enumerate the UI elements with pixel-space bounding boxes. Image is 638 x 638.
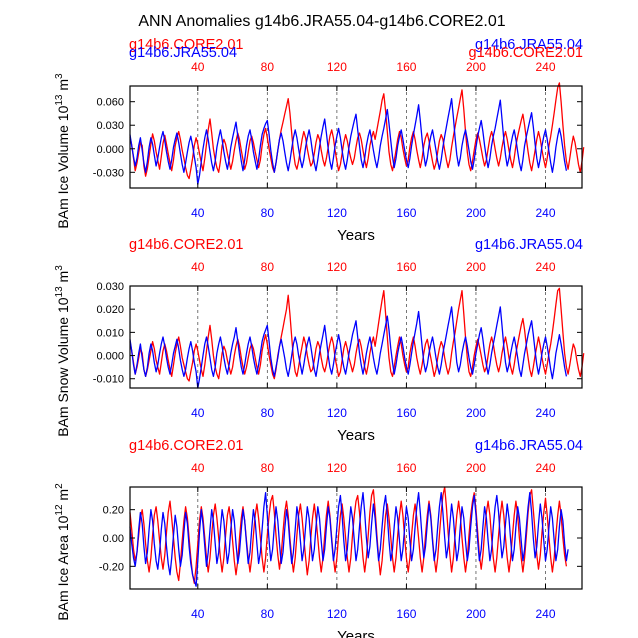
- y-tick-label: -0.010: [93, 374, 124, 386]
- x-tick-label-top: 80: [261, 461, 275, 475]
- x-tick-label-top: 240: [535, 461, 555, 475]
- y-axis-title-main: BAm Ice Volume 10: [55, 105, 71, 228]
- y-axis-title-exponent: 12: [54, 504, 65, 516]
- legend-label-jra55-left: g14b6.JRA55.04: [129, 45, 237, 61]
- series-line-jra55: [129, 492, 569, 587]
- x-tick-label-bottom: 120: [327, 406, 347, 420]
- y-axis-title: BAm Ice Area 1012 m2: [54, 483, 71, 621]
- x-axis-title: Years: [337, 227, 375, 244]
- x-axis-title: Years: [337, 628, 375, 638]
- y-axis-title-unit: m: [55, 489, 71, 505]
- y-tick-label: 0.000: [96, 144, 124, 156]
- x-tick-label-top: 40: [191, 260, 205, 274]
- page-title: ANN Anomalies g14b6.JRA55.04-g14b6.CORE2…: [138, 13, 505, 30]
- x-tick-label-top: 80: [261, 260, 275, 274]
- legend-label-core2-left: g14b6.CORE2.01: [129, 37, 243, 53]
- legend-label-core2-left: g14b6.CORE2.01: [129, 237, 243, 253]
- y-tick-label: -0.030: [93, 167, 124, 179]
- legend-label-jra55-right: g14b6.JRA55.04: [475, 438, 583, 454]
- x-tick-label-top: 160: [396, 260, 416, 274]
- x-tick-label-top: 80: [261, 60, 275, 74]
- plot-frame: [129, 285, 583, 389]
- y-axis-title-exponent: 13: [54, 94, 65, 106]
- x-tick-label-top: 120: [327, 60, 347, 74]
- y-axis-title-main: BAm Snow Volume 10: [55, 297, 71, 437]
- x-tick-label-bottom: 240: [535, 206, 555, 220]
- series-line-jra55: [129, 306, 568, 389]
- y-axis-title-unit-exponent: 2: [54, 483, 65, 489]
- y-axis-title: BAm Snow Volume 1013 m3: [54, 265, 71, 437]
- x-tick-label-bottom: 80: [261, 206, 275, 220]
- y-axis-title-unit: m: [55, 79, 71, 95]
- y-axis-title-main: BAm Ice Area 10: [55, 515, 71, 620]
- x-tick-label-top: 160: [396, 60, 416, 74]
- y-axis-title: BAm Ice Volume 1013 m3: [54, 73, 71, 229]
- x-tick-label-bottom: 80: [261, 607, 275, 621]
- y-tick-label: 0.030: [96, 281, 124, 293]
- x-tick-label-top: 160: [396, 461, 416, 475]
- y-axis-title-unit-exponent: 3: [54, 265, 65, 271]
- series-line-core2: [129, 287, 585, 382]
- x-tick-label-bottom: 160: [396, 607, 416, 621]
- y-tick-label: 0.020: [96, 304, 124, 316]
- legend-label-core2-right: g14b6.CORE2.01: [469, 45, 583, 61]
- y-tick-label: 0.000: [96, 351, 124, 363]
- legend-label-jra55-right: g14b6.JRA55.04: [475, 37, 583, 53]
- chart-panel-2: -0.010 0.000 0.010 0.020 0.030 40 40 80 80 120 120…: [54, 237, 585, 444]
- y-tick-label: -0.20: [99, 561, 124, 573]
- legend-label-jra55-right: g14b6.JRA55.04: [475, 237, 583, 253]
- y-tick-label: 0.030: [96, 120, 124, 132]
- x-tick-label-bottom: 160: [396, 406, 416, 420]
- x-tick-label-bottom: 240: [535, 406, 555, 420]
- y-tick-label: 0.00: [103, 533, 124, 545]
- y-axis-title-unit: m: [55, 271, 71, 287]
- plot-frame: [129, 85, 583, 189]
- x-tick-label-top: 40: [191, 60, 205, 74]
- y-axis-title-exponent: 13: [54, 286, 65, 298]
- x-tick-label-bottom: 200: [466, 406, 486, 420]
- series-line-core2: [129, 82, 585, 180]
- y-tick-label: 0.010: [96, 327, 124, 339]
- x-tick-label-top: 120: [327, 260, 347, 274]
- x-tick-label-bottom: 160: [396, 206, 416, 220]
- x-tick-label-top: 200: [466, 60, 486, 74]
- legend-label-core2-left: g14b6.CORE2.01: [129, 438, 243, 454]
- x-tick-label-bottom: 200: [466, 607, 486, 621]
- series-line-jra55: [129, 97, 568, 185]
- x-tick-label-bottom: 40: [191, 206, 205, 220]
- x-tick-label-top: 240: [535, 260, 555, 274]
- x-tick-label-bottom: 240: [535, 607, 555, 621]
- x-tick-label-bottom: 80: [261, 406, 275, 420]
- y-axis-title-unit-exponent: 3: [54, 73, 65, 79]
- x-tick-label-top: 200: [466, 260, 486, 274]
- panels: -0.030 0.000 0.030 0.060 40 40 80 80 120 120 160 16…: [54, 37, 585, 638]
- y-tick-label: 0.060: [96, 97, 124, 109]
- x-tick-label-bottom: 120: [327, 607, 347, 621]
- x-tick-label-top: 120: [327, 461, 347, 475]
- x-tick-label-bottom: 40: [191, 406, 205, 420]
- chart-panel-1: -0.030 0.000 0.030 0.060 40 40 80 80 120 120 160 16…: [54, 37, 585, 244]
- x-tick-label-bottom: 120: [327, 206, 347, 220]
- x-tick-label-bottom: 200: [466, 206, 486, 220]
- x-tick-label-top: 40: [191, 461, 205, 475]
- y-tick-label: 0.20: [103, 505, 124, 517]
- chart-panel-3: -0.20 0.00 0.20 40 40 80 80 120 120 160 160 200 200 2…: [54, 438, 583, 638]
- x-axis-title: Years: [337, 427, 375, 444]
- x-tick-label-bottom: 40: [191, 607, 205, 621]
- x-tick-label-top: 200: [466, 461, 486, 475]
- x-tick-label-top: 240: [535, 60, 555, 74]
